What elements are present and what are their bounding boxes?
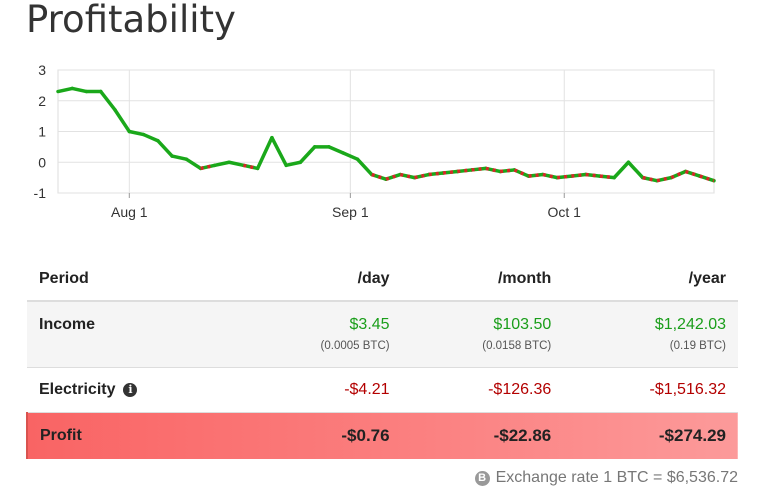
negative-segment xyxy=(699,174,715,183)
x-tick-label: Aug 1 xyxy=(111,204,148,220)
profit-month: -$22.86 xyxy=(493,425,552,445)
line-segment xyxy=(270,135,288,168)
bitcoin-icon: B xyxy=(474,470,490,486)
page-title: Profitability xyxy=(26,0,236,41)
negative-segment xyxy=(670,169,687,180)
line-segment xyxy=(612,160,631,180)
electricity-label: Electricity xyxy=(39,380,116,398)
line-segment xyxy=(626,160,645,180)
income-label: Income xyxy=(39,316,96,333)
negative-segment xyxy=(428,171,444,177)
income-day-btc: (0.0005 BTC) xyxy=(320,340,390,352)
header-day: /day xyxy=(239,258,402,302)
profitability-table: Period /day /month /year Income $3.45 (0… xyxy=(26,258,738,459)
line-segment xyxy=(99,89,117,112)
exchange-rate: B Exchange rate 1 BTC = $6,536.72 xyxy=(474,469,738,487)
header-month: /month xyxy=(401,258,564,302)
electricity-year: -$1,516.32 xyxy=(649,380,726,398)
income-month: $103.50 xyxy=(493,316,552,333)
profit-year: -$274.29 xyxy=(658,425,726,445)
income-year-btc: (0.19 BTC) xyxy=(669,340,726,352)
profit-day: -$0.76 xyxy=(341,425,390,445)
line-segment xyxy=(56,86,75,94)
header-year: /year xyxy=(563,258,738,302)
negative-segment xyxy=(485,166,501,174)
line-segment xyxy=(141,132,160,143)
line-segment xyxy=(70,86,89,94)
line-segment xyxy=(284,160,303,168)
negative-segment xyxy=(471,166,487,172)
line-segment xyxy=(156,138,174,158)
profit-label: Profit xyxy=(40,426,82,444)
line-segment xyxy=(113,108,132,134)
y-tick-label: 2 xyxy=(38,93,46,109)
line-segment xyxy=(355,157,374,177)
negative-segment xyxy=(399,172,415,180)
line-segment xyxy=(184,157,203,171)
x-tick-label: Sep 1 xyxy=(332,204,369,220)
negative-segment xyxy=(513,168,530,178)
line-segment xyxy=(255,135,274,171)
line-segment xyxy=(341,151,360,161)
negative-segment xyxy=(200,163,216,171)
negative-segment xyxy=(684,169,701,178)
line-segment xyxy=(127,129,146,137)
electricity-day: -$4.21 xyxy=(344,380,390,398)
negative-segment xyxy=(642,175,658,183)
negative-segment xyxy=(528,172,544,178)
negative-segment xyxy=(585,172,601,178)
negative-segment xyxy=(599,174,615,180)
info-icon[interactable]: i xyxy=(123,382,138,397)
negative-segment xyxy=(371,172,387,181)
y-tick-label: 3 xyxy=(38,62,46,78)
y-tick-label: 1 xyxy=(38,124,46,140)
profit-row: Profit -$0.76 -$22.86 -$274.29 xyxy=(26,412,738,459)
y-tick-label: 0 xyxy=(38,154,46,170)
y-tick-label: -1 xyxy=(34,185,47,201)
negative-segment xyxy=(442,169,458,175)
electricity-month: -$126.36 xyxy=(488,380,552,398)
line-segment xyxy=(227,160,246,168)
negative-segment xyxy=(556,174,572,180)
line-segment xyxy=(213,160,231,168)
exchange-rate-text: Exchange rate 1 BTC = $6,536.72 xyxy=(495,469,738,486)
line-segment xyxy=(170,154,189,161)
negative-segment xyxy=(243,163,259,171)
negative-segment xyxy=(571,172,586,178)
line-segment xyxy=(327,145,345,155)
table-header-row: Period /day /month /year xyxy=(27,258,738,302)
profitability-chart: 3 2 1 0 -1 Aug 1 Sep 1 Oct 1 xyxy=(34,62,716,220)
negative-segment xyxy=(457,168,472,174)
negative-segment xyxy=(414,172,430,180)
negative-segment xyxy=(385,172,401,181)
income-day: $3.45 xyxy=(349,316,390,333)
header-period: Period xyxy=(27,258,240,302)
income-year: $1,242.03 xyxy=(654,316,726,333)
negative-segment xyxy=(542,172,558,180)
x-tick-label: Oct 1 xyxy=(548,204,582,220)
line-segment xyxy=(298,145,317,164)
negative-segment xyxy=(499,168,515,174)
income-row: Income $3.45 (0.0005 BTC) $103.50 (0.015… xyxy=(27,301,738,368)
electricity-row: Electricity i -$4.21 -$126.36 -$1,516.32 xyxy=(27,367,738,413)
negative-segment xyxy=(656,175,672,183)
income-month-btc: (0.0158 BTC) xyxy=(482,340,552,352)
